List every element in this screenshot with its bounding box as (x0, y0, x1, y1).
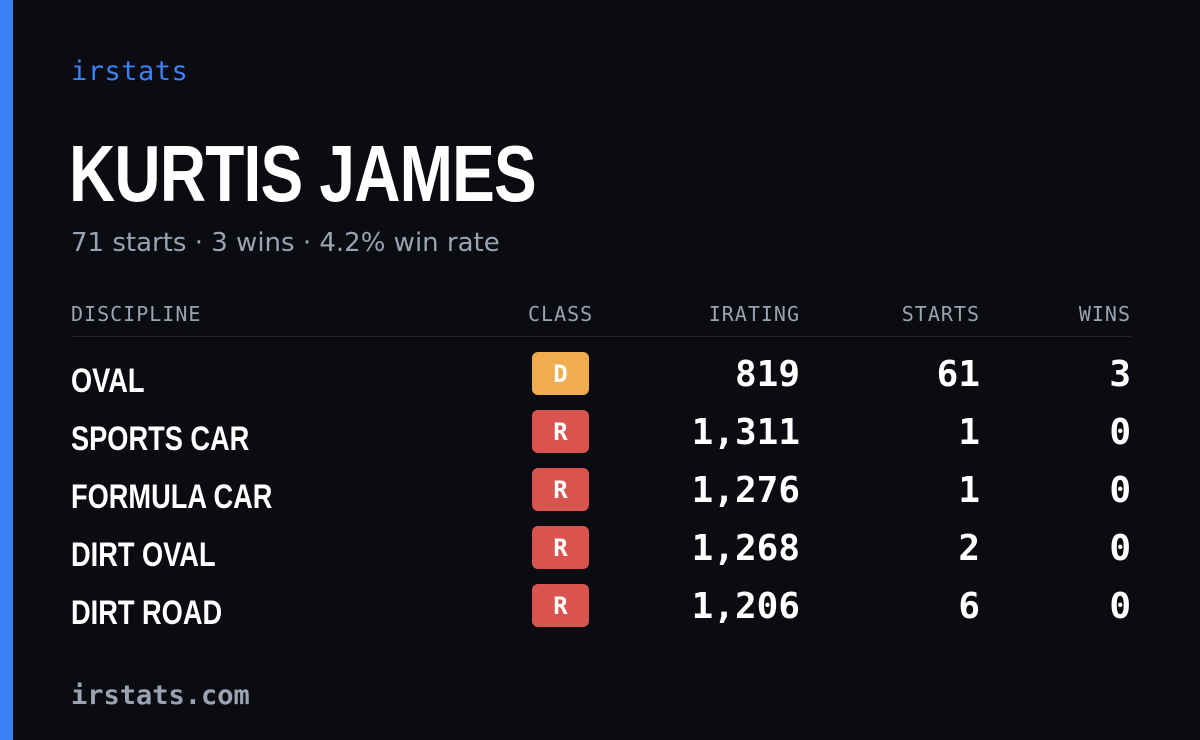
table-body: OVAL D 819 61 3 SPORTS CAR R 1,311 1 0 F… (71, 337, 1131, 642)
wins-value: 0 (1109, 470, 1131, 511)
header-class: CLASS (528, 302, 594, 326)
starts-value: 1 (958, 412, 980, 453)
table-header: DISCIPLINE CLASS IRATING STARTS WINS (71, 298, 1131, 337)
license-class-badge: D (532, 352, 589, 395)
irating-value: 1,311 (691, 412, 800, 453)
table-row: DIRT OVAL R 1,268 2 0 (71, 526, 1131, 584)
header-irating: IRATING (708, 302, 800, 326)
license-class-badge: R (532, 410, 589, 453)
footer-url: irstats.com (71, 680, 250, 711)
discipline-name: SPORTS CAR (71, 420, 250, 458)
wins-value: 3 (1109, 354, 1131, 395)
table-row: DIRT ROAD R 1,206 6 0 (71, 584, 1131, 642)
header-starts: STARTS (901, 302, 980, 326)
brand-logo-text: irstats (71, 56, 189, 87)
table-row: FORMULA CAR R 1,276 1 0 (71, 468, 1131, 526)
starts-value: 2 (958, 528, 980, 569)
driver-name: KURTIS JAMES (69, 129, 537, 218)
accent-bar (0, 0, 13, 740)
license-class-badge: R (532, 584, 589, 627)
header-wins: WINS (1078, 302, 1131, 326)
starts-value: 61 (936, 354, 980, 395)
driver-summary: 71 starts · 3 wins · 4.2% win rate (71, 228, 500, 258)
wins-value: 0 (1109, 586, 1131, 627)
discipline-name: DIRT ROAD (71, 594, 223, 632)
discipline-name: OVAL (71, 362, 145, 400)
irating-value: 1,206 (691, 586, 800, 627)
discipline-name: FORMULA CAR (71, 478, 273, 516)
stats-table: DISCIPLINE CLASS IRATING STARTS WINS OVA… (71, 298, 1131, 642)
license-class-badge: R (532, 526, 589, 569)
license-class-badge: R (532, 468, 589, 511)
starts-value: 6 (958, 586, 980, 627)
table-row: OVAL D 819 61 3 (71, 352, 1131, 410)
discipline-name: DIRT OVAL (71, 536, 216, 574)
irating-value: 1,276 (691, 470, 800, 511)
irating-value: 819 (734, 354, 800, 395)
header-discipline: DISCIPLINE (71, 302, 202, 326)
starts-value: 1 (958, 470, 980, 511)
wins-value: 0 (1109, 528, 1131, 569)
irating-value: 1,268 (691, 528, 800, 569)
table-row: SPORTS CAR R 1,311 1 0 (71, 410, 1131, 468)
wins-value: 0 (1109, 412, 1131, 453)
